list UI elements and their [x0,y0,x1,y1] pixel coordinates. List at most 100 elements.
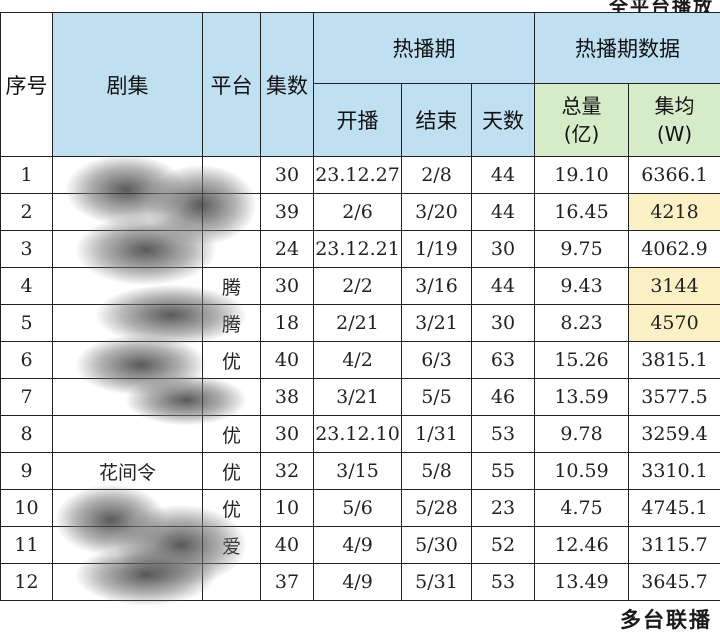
cell-episodes: 24 [261,231,314,268]
cell-title: 花间令 [53,453,203,490]
cell-start: 4/2 [314,342,402,379]
cell-episodes: 30 [261,416,314,453]
cell-start: 4/9 [314,564,402,601]
cell-platform [203,157,261,194]
cell-platform: 优 [203,453,261,490]
header-end: 结束 [402,84,472,157]
cell-episodes: 40 [261,527,314,564]
header-days: 天数 [472,84,535,157]
header-avg-line1: 集均 [629,92,720,120]
cell-avg: 4218 [629,194,720,231]
top-caption: 全平台播放 [609,0,714,12]
cell-days: 44 [472,157,535,194]
cell-avg: 3310.1 [629,453,720,490]
cell-end: 5/28 [402,490,472,527]
cell-end: 1/19 [402,231,472,268]
cell-title [53,231,203,268]
cell-end: 1/31 [402,416,472,453]
cell-index: 1 [1,157,53,194]
cell-start: 3/15 [314,453,402,490]
cell-total: 8.23 [535,305,629,342]
header-avg: 集均 (W) [629,84,720,157]
header-hot-period: 热播期 [314,13,535,84]
cell-index: 6 [1,342,53,379]
header-total: 总量 (亿) [535,84,629,157]
cell-index: 7 [1,379,53,416]
cell-index: 10 [1,490,53,527]
cell-index: 4 [1,268,53,305]
cell-end: 5/5 [402,379,472,416]
header-title: 剧集 [53,13,203,157]
cell-end: 5/8 [402,453,472,490]
cell-episodes: 39 [261,194,314,231]
cell-days: 23 [472,490,535,527]
cell-platform [203,194,261,231]
cell-platform [203,379,261,416]
cell-index: 9 [1,453,53,490]
cell-title [53,305,203,342]
cell-total: 19.10 [535,157,629,194]
cell-episodes: 10 [261,490,314,527]
cell-total: 13.59 [535,379,629,416]
cell-days: 44 [472,194,535,231]
cell-total: 4.75 [535,490,629,527]
drama-stats-table: 序号 剧集 平台 集数 热播期 热播期数据 开播 结束 天数 总量 (亿) 集均… [0,12,720,601]
cell-days: 63 [472,342,535,379]
header-total-line2: (亿) [535,120,628,148]
cell-days: 55 [472,453,535,490]
cell-start: 23.12.27 [314,157,402,194]
cell-end: 3/20 [402,194,472,231]
cell-platform: 优 [203,416,261,453]
cell-index: 8 [1,416,53,453]
cell-avg: 6366.1 [629,157,720,194]
header-hot-period-data: 热播期数据 [535,13,720,84]
cell-avg: 3144 [629,268,720,305]
cell-total: 9.78 [535,416,629,453]
header-platform: 平台 [203,13,261,157]
cell-days: 44 [472,268,535,305]
cell-index: 11 [1,527,53,564]
cell-days: 30 [472,305,535,342]
cell-avg: 3577.5 [629,379,720,416]
cell-start: 2/2 [314,268,402,305]
cell-end: 5/30 [402,527,472,564]
cell-episodes: 38 [261,379,314,416]
cell-end: 6/3 [402,342,472,379]
cell-index: 2 [1,194,53,231]
cell-avg: 3115.7 [629,527,720,564]
cell-start: 23.12.21 [314,231,402,268]
cell-platform: 爱 [203,527,261,564]
cell-days: 53 [472,564,535,601]
cell-episodes: 40 [261,342,314,379]
cell-index: 3 [1,231,53,268]
cell-episodes: 30 [261,268,314,305]
cell-index: 12 [1,564,53,601]
cell-title [53,490,203,527]
cell-total: 16.45 [535,194,629,231]
cell-title [53,194,203,231]
cell-end: 5/31 [402,564,472,601]
cell-episodes: 18 [261,305,314,342]
cell-avg: 3815.1 [629,342,720,379]
bottom-caption: 多台联播 [620,604,712,634]
cell-start: 23.12.10 [314,416,402,453]
cell-total: 9.75 [535,231,629,268]
cell-platform: 优 [203,342,261,379]
cell-platform [203,231,261,268]
cell-start: 4/9 [314,527,402,564]
cell-title [53,527,203,564]
cell-episodes: 37 [261,564,314,601]
cell-start: 3/21 [314,379,402,416]
cell-avg: 3645.7 [629,564,720,601]
cell-title [53,268,203,305]
cell-title [53,416,203,453]
cell-platform [203,564,261,601]
cell-title [53,564,203,601]
